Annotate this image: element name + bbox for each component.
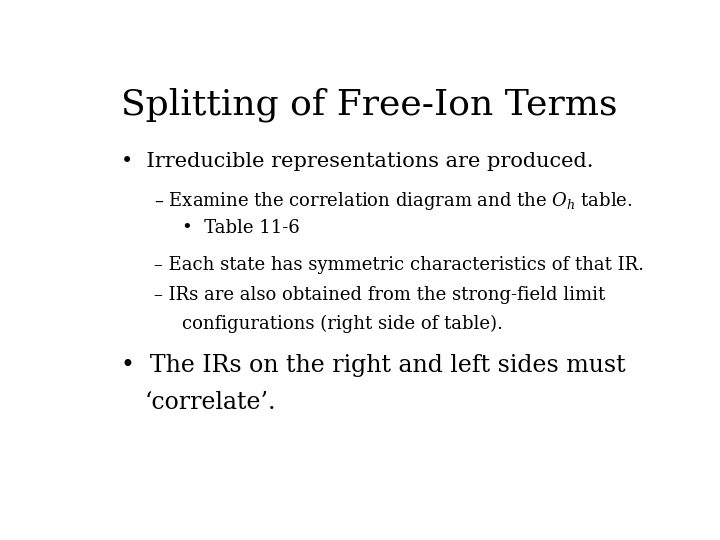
Text: – Examine the correlation diagram and the $O_h$ table.: – Examine the correlation diagram and th… [154, 191, 633, 212]
Text: configurations (right side of table).: configurations (right side of table). [182, 314, 503, 333]
Text: •  The IRs on the right and left sides must: • The IRs on the right and left sides mu… [121, 354, 625, 377]
Text: – IRs are also obtained from the strong-field limit: – IRs are also obtained from the strong-… [154, 286, 606, 304]
Text: Splitting of Free-Ion Terms: Splitting of Free-Ion Terms [121, 87, 617, 122]
Text: ‘correlate’.: ‘correlate’. [144, 391, 276, 414]
Text: •  Irreducible representations are produced.: • Irreducible representations are produc… [121, 152, 593, 171]
Text: •  Table 11-6: • Table 11-6 [182, 219, 300, 237]
Text: – Each state has symmetric characteristics of that IR.: – Each state has symmetric characteristi… [154, 256, 644, 274]
